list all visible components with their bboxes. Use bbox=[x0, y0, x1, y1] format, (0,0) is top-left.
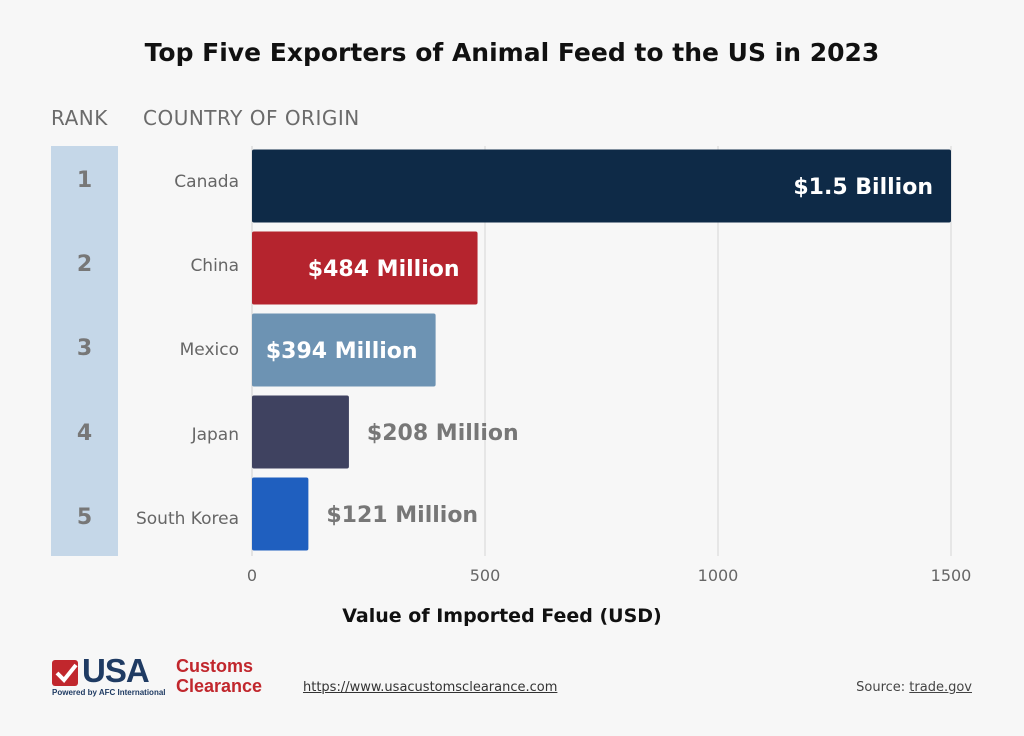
bar bbox=[252, 395, 349, 469]
logo-customs-line: Customs bbox=[176, 656, 254, 676]
source-link[interactable]: trade.gov bbox=[909, 680, 972, 695]
bar-value-label: $1.5 Billion bbox=[793, 175, 933, 200]
rank-number: 2 bbox=[76, 252, 93, 277]
bar bbox=[252, 149, 951, 223]
logo-powered-text: Powered by AFC International bbox=[52, 688, 166, 697]
bar bbox=[252, 313, 436, 387]
logo-customs-text: Customs Clearance bbox=[176, 656, 262, 696]
x-tick-label: 1000 bbox=[698, 566, 739, 585]
rank-number: 5 bbox=[76, 505, 93, 530]
rank-number: 1 bbox=[76, 168, 93, 193]
country-label: Canada bbox=[174, 172, 239, 192]
bar-value-label: $208 Million bbox=[367, 421, 519, 446]
country-label: Mexico bbox=[179, 340, 239, 360]
bar bbox=[252, 477, 309, 551]
chart-title: Top Five Exporters of Animal Feed to the… bbox=[144, 38, 880, 67]
rank-number: 3 bbox=[76, 336, 93, 361]
x-tick-label: 500 bbox=[470, 566, 501, 585]
bar bbox=[252, 231, 478, 305]
x-tick-label: 0 bbox=[247, 566, 257, 585]
rank-column: 1 2 3 4 5 bbox=[51, 146, 118, 556]
source-note: Source: trade.gov bbox=[856, 680, 972, 695]
company-logo[interactable]: USA Customs Clearance Powered by AFC Int… bbox=[52, 652, 282, 700]
source-prefix: Source: bbox=[856, 680, 910, 695]
checkmark-icon bbox=[52, 660, 78, 686]
logo-clearance-line: Clearance bbox=[176, 676, 263, 696]
country-label: Japan bbox=[191, 425, 239, 445]
rank-header: RANK bbox=[51, 106, 108, 130]
country-label: China bbox=[190, 256, 239, 276]
country-header: COUNTRY OF ORIGIN bbox=[143, 106, 360, 130]
x-axis-label: Value of Imported Feed (USD) bbox=[342, 605, 662, 627]
bar-value-label: $394 Million bbox=[266, 339, 418, 364]
bar-value-label: $121 Million bbox=[326, 503, 478, 528]
bar-value-label: $484 Million bbox=[308, 257, 460, 282]
country-label: South Korea bbox=[135, 509, 239, 529]
rank-number: 4 bbox=[76, 421, 93, 446]
website-link[interactable]: https://www.usacustomsclearance.com bbox=[303, 680, 558, 695]
logo-usa-text: USA bbox=[82, 652, 150, 689]
x-tick-label: 1500 bbox=[931, 566, 972, 585]
